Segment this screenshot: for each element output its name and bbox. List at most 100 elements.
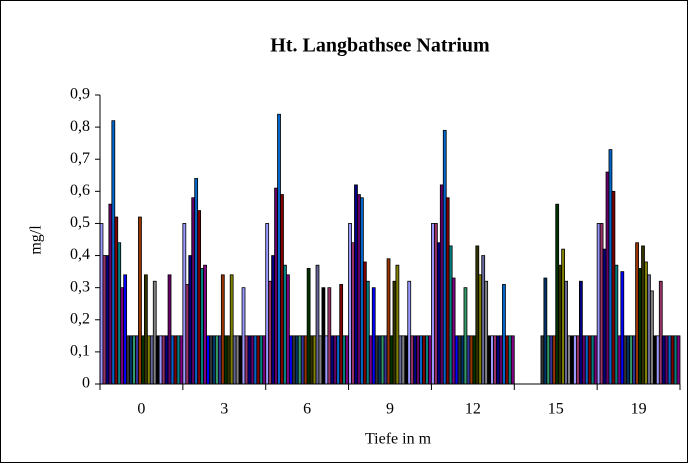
bar [206,335,210,385]
x-tick-label: 15 [548,401,564,418]
bar [209,335,213,385]
x-tick-label: 19 [631,401,647,418]
bar [158,335,163,385]
bar [407,280,412,385]
bar [499,335,503,385]
bar [632,335,637,385]
bar [191,197,196,385]
bar [641,245,645,385]
bar [235,335,240,385]
bar [428,335,432,385]
bar [126,335,130,385]
x-tick-label: 9 [386,401,394,418]
bar [102,255,107,385]
bar [194,178,199,385]
bar [584,335,589,385]
y-tick-label: 0,8 [70,118,90,135]
bar [436,242,441,385]
bar [590,335,595,385]
bar [507,335,512,385]
bar [623,335,628,385]
bar [469,335,474,385]
bar [143,274,148,385]
bar [365,280,370,385]
y-tick-label: 0,2 [70,310,90,327]
y-tick-label: 0,5 [70,214,90,231]
y-tick-label: 0,7 [70,150,90,167]
bar [442,129,447,385]
bar [395,264,400,385]
bar [105,255,110,385]
bar [540,335,545,385]
bar [629,335,634,385]
bar [368,335,373,385]
bar [431,223,435,385]
bar [392,280,397,385]
bar [345,335,349,385]
bar [581,335,586,385]
bar [336,335,341,385]
bar [288,335,293,385]
bar [377,335,382,385]
bar [232,335,237,385]
y-tick-label: 0 [82,375,90,392]
bar [185,284,190,385]
bar [425,335,429,385]
bar [555,203,560,385]
bar [552,335,557,385]
y-tick-label: 0,6 [70,182,90,199]
bar [445,197,450,385]
y-tick-label: 0,3 [70,278,90,295]
bar [626,335,631,385]
bar [306,267,311,385]
bar [593,335,598,385]
bar [667,335,672,385]
bar [330,335,335,385]
bar [309,335,314,385]
bar [247,335,252,385]
bar [647,274,651,385]
y-tick-label: 0,4 [70,246,90,263]
bar [650,290,654,385]
bar [638,267,642,385]
bar [117,242,122,385]
bar [655,335,660,385]
bar [484,280,489,385]
bar [587,335,592,385]
bar [386,258,391,385]
bar [617,335,622,385]
bar [155,335,160,385]
bar [549,335,554,385]
bar [161,335,166,385]
bar [567,335,571,385]
bar [303,335,308,385]
bar [351,242,355,385]
bar [283,264,287,385]
bar [389,335,394,385]
bar [262,335,267,385]
bar [416,335,420,385]
bar [422,335,426,385]
bar [510,335,515,385]
bar [212,335,216,385]
bar [274,187,278,385]
bar [608,149,613,385]
bar [229,274,234,385]
bar [215,335,219,385]
bar [374,335,379,385]
bar [280,194,284,385]
bar [291,335,296,385]
bar [357,194,361,385]
bar [324,335,329,385]
bar [220,274,225,385]
bar [318,335,323,385]
bar [463,287,468,385]
bar [558,264,563,385]
bar [451,277,456,385]
bar [670,335,675,385]
x-tick-label: 0 [137,401,145,418]
bar [611,190,616,385]
bar [152,280,157,385]
